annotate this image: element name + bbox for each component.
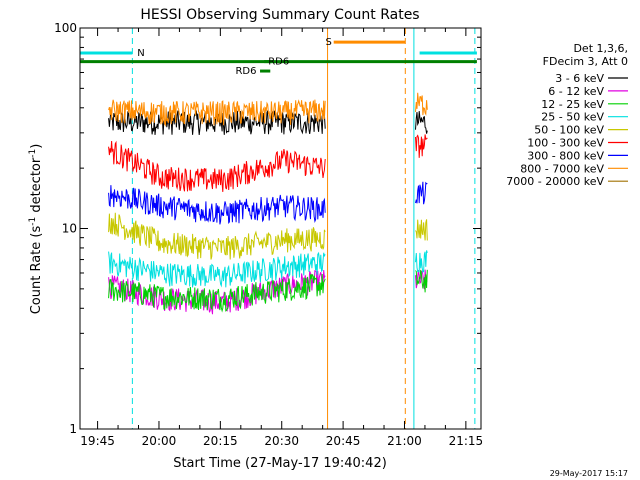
series-line-2-seg0: [108, 273, 326, 313]
series-line-1-seg0: [108, 269, 326, 315]
x-tick-label-6: 21:15: [449, 434, 484, 448]
series-line-7-seg0: [108, 99, 326, 127]
timestamp-footer: 29-May-2017 15:17: [550, 469, 628, 478]
legend-label-6: 300 - 800 keV: [527, 149, 604, 162]
flag-label-4: RD6: [268, 57, 289, 68]
y-axis-label-sup1: -1: [28, 217, 38, 226]
x-axis: 19:45 20:00 20:15 20:30 20:45 21:00 21:15: [80, 28, 483, 448]
series-line-6-seg0: [108, 185, 326, 225]
flag-label-2: S: [326, 37, 332, 48]
y-tick-label-1: 10: [62, 222, 77, 236]
legend-label-7: 800 - 7000 keV: [520, 162, 604, 175]
series-line-0-seg1: [415, 111, 428, 134]
chart-title: HESSI Observing Summary Count Rates: [140, 7, 419, 23]
series-line-7-seg1: [415, 92, 428, 116]
plot-area: N S RD6 RD6: [80, 28, 477, 429]
series-line-6-seg1: [415, 181, 428, 205]
flag-label-0: N: [137, 48, 144, 59]
legend-label-0: 3 - 6 keV: [555, 72, 604, 85]
y-tick-label-2: 100: [54, 21, 77, 35]
legend-label-2: 12 - 25 keV: [541, 98, 604, 111]
series-line-5-seg0: [108, 140, 326, 192]
series-line-3-seg1: [415, 250, 428, 273]
x-axis-label: Start Time (27-May-17 19:40:42): [173, 456, 387, 471]
legend-header-line2: FDecim 3, Att 0: [543, 55, 628, 68]
series-line-4-seg1: [415, 219, 428, 241]
x-tick-label-4: 20:45: [326, 434, 361, 448]
y-axis-label: Count Rate (s-1 detector-1): [28, 144, 44, 315]
legend-label-5: 100 - 300 keV: [527, 137, 604, 150]
x-tick-label-5: 21:00: [387, 434, 422, 448]
x-tick-label-1: 20:00: [142, 434, 177, 448]
x-tick-label-2: 20:15: [203, 434, 238, 448]
legend-label-4: 50 - 100 keV: [534, 124, 604, 137]
legend-header-line1: Det 1,3,6,: [573, 42, 628, 55]
y-tick-label-0: 1: [69, 422, 77, 436]
legend-label-8: 7000 - 20000 keV: [506, 175, 604, 188]
series-line-3-seg0: [108, 251, 326, 288]
y-axis: 1 10 100: [54, 21, 481, 436]
series-line-4-seg0: [108, 212, 326, 260]
flag-label-5: RD6: [235, 66, 256, 77]
legend-label-3: 25 - 50 keV: [541, 111, 604, 124]
legend-label-1: 6 - 12 keV: [548, 85, 604, 98]
x-tick-label-3: 20:30: [264, 434, 299, 448]
series-line-5-seg1: [415, 134, 428, 158]
series-line-2-seg1: [415, 269, 428, 293]
y-axis-label-sup2: -1: [28, 149, 38, 158]
x-tick-label-0: 19:45: [80, 434, 115, 448]
